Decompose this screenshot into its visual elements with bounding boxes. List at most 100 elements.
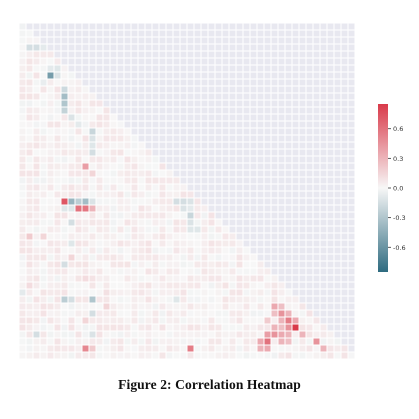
heatmap-cell bbox=[229, 268, 236, 275]
heatmap-cell bbox=[40, 72, 47, 79]
heatmap-cell bbox=[124, 163, 131, 170]
heatmap-cell bbox=[75, 79, 82, 86]
heatmap-masked-cell bbox=[187, 79, 194, 86]
heatmap-cell bbox=[180, 233, 187, 240]
heatmap-masked-cell bbox=[250, 100, 257, 107]
heatmap-cell bbox=[131, 310, 138, 317]
heatmap-masked-cell bbox=[278, 212, 285, 219]
heatmap-masked-cell bbox=[257, 72, 264, 79]
heatmap-cell bbox=[180, 226, 187, 233]
heatmap-masked-cell bbox=[348, 254, 355, 261]
heatmap-cell bbox=[278, 282, 285, 289]
heatmap-cell bbox=[145, 254, 152, 261]
heatmap-cell bbox=[33, 268, 40, 275]
heatmap-cell bbox=[89, 247, 96, 254]
heatmap-cell bbox=[68, 177, 75, 184]
heatmap-masked-cell bbox=[229, 72, 236, 79]
heatmap-cell bbox=[68, 149, 75, 156]
heatmap-cell bbox=[103, 282, 110, 289]
heatmap-cell bbox=[257, 317, 264, 324]
heatmap-cell bbox=[26, 58, 33, 65]
heatmap-masked-cell bbox=[348, 310, 355, 317]
heatmap-masked-cell bbox=[222, 72, 229, 79]
heatmap-cell bbox=[54, 100, 61, 107]
heatmap-masked-cell bbox=[243, 156, 250, 163]
heatmap-cell bbox=[61, 65, 68, 72]
heatmap-cell bbox=[47, 170, 54, 177]
heatmap-masked-cell bbox=[313, 163, 320, 170]
heatmap-masked-cell bbox=[194, 121, 201, 128]
heatmap-masked-cell bbox=[327, 205, 334, 212]
heatmap-masked-cell bbox=[103, 79, 110, 86]
heatmap-masked-cell bbox=[299, 121, 306, 128]
heatmap-cell bbox=[250, 345, 257, 352]
heatmap-masked-cell bbox=[159, 149, 166, 156]
heatmap-cell bbox=[19, 23, 26, 30]
heatmap-masked-cell bbox=[257, 135, 264, 142]
heatmap-cell bbox=[194, 303, 201, 310]
heatmap-masked-cell bbox=[229, 37, 236, 44]
heatmap-masked-cell bbox=[250, 212, 257, 219]
heatmap-cell bbox=[159, 240, 166, 247]
heatmap-masked-cell bbox=[33, 23, 40, 30]
heatmap-masked-cell bbox=[341, 163, 348, 170]
heatmap-masked-cell bbox=[341, 261, 348, 268]
heatmap-masked-cell bbox=[271, 100, 278, 107]
heatmap-cell bbox=[138, 282, 145, 289]
heatmap-cell bbox=[47, 240, 54, 247]
heatmap-masked-cell bbox=[250, 114, 257, 121]
heatmap-masked-cell bbox=[348, 338, 355, 345]
heatmap-masked-cell bbox=[264, 93, 271, 100]
heatmap-cell bbox=[19, 219, 26, 226]
heatmap-masked-cell bbox=[320, 44, 327, 51]
heatmap-cell bbox=[26, 261, 33, 268]
heatmap-masked-cell bbox=[334, 72, 341, 79]
heatmap-cell bbox=[152, 156, 159, 163]
heatmap-cell bbox=[68, 275, 75, 282]
heatmap-cell bbox=[131, 226, 138, 233]
heatmap-cell bbox=[47, 331, 54, 338]
heatmap-cell bbox=[19, 93, 26, 100]
heatmap-masked-cell bbox=[222, 219, 229, 226]
heatmap-masked-cell bbox=[285, 72, 292, 79]
heatmap-masked-cell bbox=[159, 37, 166, 44]
heatmap-cell bbox=[40, 324, 47, 331]
heatmap-cell bbox=[159, 275, 166, 282]
heatmap-cell bbox=[145, 219, 152, 226]
heatmap-cell bbox=[19, 268, 26, 275]
heatmap-cell bbox=[271, 338, 278, 345]
heatmap-masked-cell bbox=[201, 142, 208, 149]
heatmap-masked-cell bbox=[208, 114, 215, 121]
heatmap-masked-cell bbox=[348, 58, 355, 65]
heatmap-masked-cell bbox=[341, 310, 348, 317]
heatmap-cell bbox=[138, 289, 145, 296]
heatmap-masked-cell bbox=[61, 23, 68, 30]
heatmap-masked-cell bbox=[278, 51, 285, 58]
heatmap-cell bbox=[110, 205, 117, 212]
heatmap-cell bbox=[61, 149, 68, 156]
heatmap-cell bbox=[19, 142, 26, 149]
heatmap-cell bbox=[173, 261, 180, 268]
heatmap-masked-cell bbox=[96, 79, 103, 86]
colorbar-tick-label: 0.6 bbox=[393, 125, 403, 133]
heatmap-cell bbox=[110, 254, 117, 261]
heatmap-cell bbox=[138, 275, 145, 282]
heatmap-cell bbox=[208, 289, 215, 296]
heatmap-masked-cell bbox=[341, 79, 348, 86]
heatmap-cell bbox=[166, 331, 173, 338]
heatmap-masked-cell bbox=[348, 212, 355, 219]
heatmap-masked-cell bbox=[285, 163, 292, 170]
heatmap-cell bbox=[250, 338, 257, 345]
heatmap-cell bbox=[152, 324, 159, 331]
heatmap-masked-cell bbox=[271, 93, 278, 100]
heatmap-cell bbox=[131, 142, 138, 149]
heatmap-cell bbox=[47, 282, 54, 289]
heatmap-cell bbox=[138, 170, 145, 177]
heatmap-masked-cell bbox=[285, 30, 292, 37]
heatmap-cell bbox=[82, 163, 89, 170]
heatmap-cell bbox=[229, 254, 236, 261]
heatmap-cell bbox=[117, 268, 124, 275]
heatmap-masked-cell bbox=[250, 240, 257, 247]
heatmap-cell bbox=[47, 100, 54, 107]
heatmap-cell bbox=[222, 324, 229, 331]
